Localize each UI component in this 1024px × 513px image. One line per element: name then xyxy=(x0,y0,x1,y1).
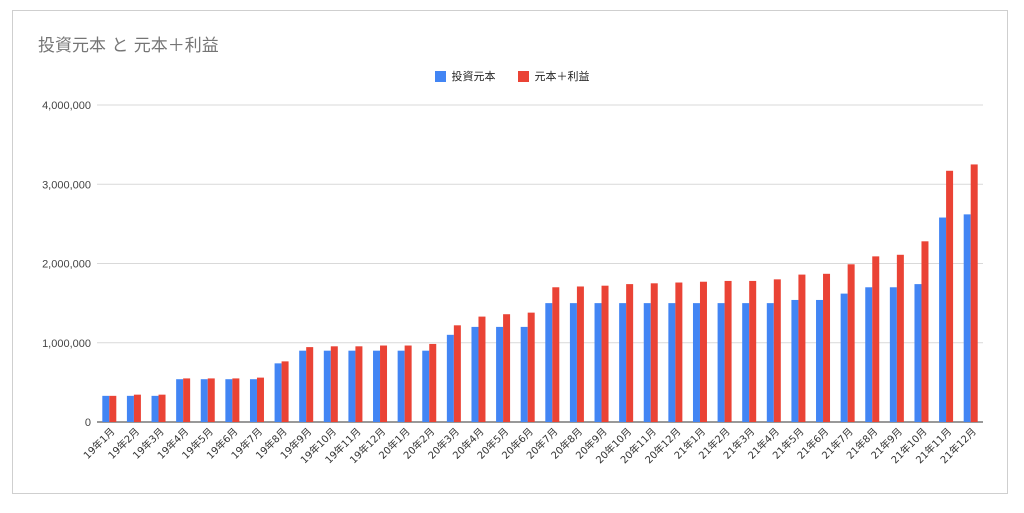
legend-swatch-principal-plus-profit xyxy=(517,70,529,82)
bar-principal-plus-profit xyxy=(896,254,904,422)
bar-principal-plus-profit xyxy=(503,314,511,422)
bar-principal-plus-profit xyxy=(281,361,289,422)
bar-principal xyxy=(126,395,134,422)
bar-principal xyxy=(717,303,725,422)
bar-principal xyxy=(865,287,873,422)
bar-principal-plus-profit xyxy=(823,273,831,422)
legend-label-principal-plus-profit: 元本＋利益 xyxy=(534,70,590,83)
bar-principal xyxy=(594,303,602,422)
bar-principal-plus-profit xyxy=(232,378,240,422)
bar-principal-plus-profit xyxy=(404,345,412,422)
bar-principal xyxy=(274,363,282,422)
bar-principal-plus-profit xyxy=(576,286,584,422)
bar-principal xyxy=(963,214,971,422)
bar-principal xyxy=(668,303,676,422)
bar-principal-plus-profit xyxy=(724,280,732,422)
bar-principal xyxy=(569,303,577,422)
bar-principal xyxy=(299,350,307,422)
bar-principal-plus-profit xyxy=(380,345,388,422)
bar-principal-plus-profit xyxy=(133,394,141,422)
bar-principal-plus-profit xyxy=(699,281,707,422)
bar-principal-plus-profit xyxy=(946,170,954,422)
bar-principal xyxy=(471,326,479,422)
bar-principal-plus-profit xyxy=(601,285,609,422)
bar-principal xyxy=(840,293,848,422)
bar-principal-plus-profit xyxy=(626,284,634,422)
bar-principal xyxy=(643,303,651,422)
chart-legend: 投資元本 元本＋利益 xyxy=(0,68,1024,84)
legend-swatch-principal xyxy=(434,70,446,82)
bar-principal-plus-profit xyxy=(306,347,314,422)
bar-principal xyxy=(939,217,947,422)
bar-principal xyxy=(176,379,184,422)
bar-principal-plus-profit xyxy=(207,378,215,422)
bar-principal-plus-profit xyxy=(552,287,560,422)
bar-principal-plus-profit xyxy=(798,274,806,422)
bar-principal xyxy=(323,350,331,422)
chart-title: 投資元本 と 元本＋利益 xyxy=(38,36,219,56)
bar-principal-plus-profit xyxy=(650,283,658,422)
bar-principal xyxy=(766,303,774,422)
bar-principal xyxy=(692,303,700,422)
bar-principal-plus-profit xyxy=(330,346,338,422)
bar-principal xyxy=(496,326,504,422)
legend-item-principal-plus-profit: 元本＋利益 xyxy=(517,68,590,84)
y-tick-label: 0 xyxy=(85,417,91,429)
bar-principal-plus-profit xyxy=(773,279,781,422)
bar-principal xyxy=(200,379,208,422)
bar-principal-plus-profit xyxy=(109,395,117,422)
bar-principal xyxy=(102,395,110,422)
bar-principal-plus-profit xyxy=(429,343,437,422)
bar-principal-plus-profit xyxy=(158,394,166,422)
y-tick-label: 3,000,000 xyxy=(42,179,91,191)
bar-principal xyxy=(791,299,799,422)
bar-principal xyxy=(446,334,454,422)
bar-principal xyxy=(422,350,430,422)
bar-principal xyxy=(520,326,528,422)
bar-principal-plus-profit xyxy=(970,164,978,422)
bar-principal-plus-profit xyxy=(921,241,929,422)
bar-principal xyxy=(225,379,233,422)
bar-principal-plus-profit xyxy=(872,256,880,422)
bar-principal xyxy=(151,395,159,422)
legend-item-principal: 投資元本 xyxy=(434,68,496,84)
bar-principal xyxy=(545,303,553,422)
bar-principal xyxy=(619,303,627,422)
bar-principal xyxy=(397,350,405,422)
bar-principal xyxy=(742,303,750,422)
bar-principal-plus-profit xyxy=(749,280,757,422)
bar-principal-plus-profit xyxy=(478,316,486,422)
bar-principal-plus-profit xyxy=(256,377,264,422)
bar-principal xyxy=(914,284,922,422)
bar-principal-plus-profit xyxy=(527,312,535,422)
bar-principal-plus-profit xyxy=(847,264,855,422)
bar-principal-plus-profit xyxy=(355,346,363,422)
bar-principal xyxy=(373,350,381,422)
bar-principal xyxy=(249,379,257,422)
bar-principal xyxy=(816,299,824,422)
bar-principal-plus-profit xyxy=(183,378,191,422)
bar-principal xyxy=(348,350,356,422)
y-tick-label: 4,000,000 xyxy=(42,100,91,112)
bar-principal-plus-profit xyxy=(675,282,683,422)
bar-principal-plus-profit xyxy=(453,325,461,422)
bar-principal xyxy=(889,287,897,422)
legend-label-principal: 投資元本 xyxy=(451,70,496,83)
y-tick-label: 2,000,000 xyxy=(42,259,91,271)
y-tick-label: 1,000,000 xyxy=(42,338,91,350)
